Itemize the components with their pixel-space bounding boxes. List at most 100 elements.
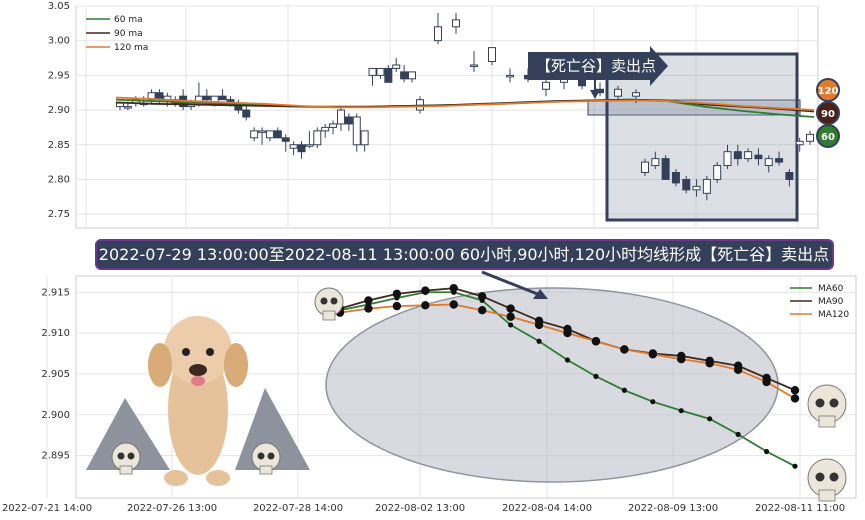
bottom-x-tick-label: 2022-08-11 11:00 — [755, 503, 845, 514]
bottom-ma60-point — [621, 387, 627, 393]
bottom-ma120-point — [705, 359, 714, 368]
legend-b-ma60-label: MA60 — [818, 284, 844, 294]
legend-b-ma90-label: MA90 — [818, 297, 844, 307]
bottom-ma60-point — [792, 463, 798, 469]
candle-body — [651, 158, 660, 167]
candle-body — [123, 106, 132, 109]
candle-body — [384, 67, 393, 83]
sell-point-annotation: 【死亡谷】卖出点 — [528, 46, 668, 99]
bottom-ma60-point — [650, 399, 656, 405]
top-y-tick-label: 3.05 — [48, 1, 70, 12]
skull-start-icon — [314, 287, 344, 321]
candle-body — [273, 130, 282, 139]
skull-end-lower-icon — [807, 458, 847, 502]
poodle-illustration — [86, 316, 310, 486]
bottom-y-tick-label: 2.910 — [41, 328, 70, 339]
bottom-ma120-point — [421, 301, 430, 310]
banner-title: 2022-07-29 13:00:00至2022-08-11 13:00:00 … — [99, 245, 829, 264]
candle-body — [313, 130, 322, 146]
candle-body — [806, 133, 814, 142]
bottom-ma90-point — [421, 286, 430, 295]
bottom-ma120-point — [591, 337, 601, 346]
annotation-arrow-shape — [528, 46, 668, 86]
bottom-ma90-point — [392, 289, 402, 299]
candle-body — [289, 144, 298, 149]
candle-body — [452, 19, 460, 28]
candle-body — [713, 165, 722, 180]
candle-body — [116, 102, 124, 108]
highlight-ellipse — [325, 287, 779, 483]
candle-body — [614, 88, 622, 97]
candle-body — [641, 161, 649, 173]
bottom-y-tick-label: 2.895 — [41, 451, 70, 462]
annotation-pointer-head — [590, 90, 600, 99]
bottom-ma90-point — [364, 296, 373, 305]
title-banner: 2022-07-29 13:00:00至2022-08-11 13:00:00 … — [95, 239, 834, 270]
top-ma-lines — [115, 96, 815, 118]
candle-body — [336, 109, 345, 125]
candle-body — [744, 151, 753, 160]
bottom-ma120-point — [477, 306, 487, 315]
top-panel: 3.05 3.00 2.95 2.90 2.85 2.80 2.75 60 ma 90 ma… — [48, 1, 840, 229]
bottom-x-tick-label: 2022-07-21 14:00 — [2, 503, 92, 514]
candle-body — [795, 140, 804, 146]
badge-90-label: 90 — [821, 109, 835, 120]
top-ma-120-line — [115, 96, 815, 111]
top-y-tick-label: 2.80 — [48, 174, 70, 185]
bottom-ma120-point — [733, 365, 743, 375]
top-y-tick-label: 2.95 — [48, 70, 70, 81]
top-y-tick-label: 2.85 — [48, 140, 70, 151]
top-plot-area — [75, 5, 819, 229]
poodle-tongue-icon — [191, 376, 205, 386]
legend-b-ma120-label: MA120 — [818, 310, 849, 320]
candle-body — [218, 95, 227, 101]
bottom-ma120-point — [563, 328, 572, 338]
candle-body — [682, 178, 691, 191]
candle-body — [632, 92, 640, 97]
candle-body — [400, 71, 409, 80]
candle-body — [321, 126, 330, 132]
bottom-ma120-point — [364, 304, 373, 313]
bottom-ma90-point — [449, 283, 458, 293]
candle-body — [754, 154, 763, 160]
skull-end-upper-icon — [807, 384, 847, 428]
bottom-ma90-point — [790, 386, 800, 395]
poodle-paw-left-icon — [164, 470, 188, 486]
bottom-ma120-point — [762, 377, 771, 387]
bottom-ma60-point — [536, 338, 542, 344]
poodle-eye-right-icon — [206, 348, 214, 356]
top-y-ticks: 3.05 3.00 2.95 2.90 2.85 2.80 2.75 — [48, 1, 70, 220]
bottom-ma120-point — [534, 320, 544, 330]
badge-60 — [816, 124, 840, 148]
candle-body — [360, 130, 369, 146]
poodle-left-ear-icon — [148, 343, 172, 387]
left-mountain-icon — [86, 398, 170, 470]
bottom-y-tick-label: 2.905 — [41, 369, 70, 380]
skull-bottom-right-icon — [251, 442, 281, 475]
bottom-legend: MA60 MA90 MA120 — [790, 284, 849, 320]
banner-pointer-head — [533, 289, 548, 299]
bottom-y-tick-label: 2.900 — [41, 410, 70, 421]
bottom-y-tick-label: 2.915 — [41, 287, 70, 298]
candle-body — [376, 67, 385, 76]
bottom-x-tick-label: 2022-07-28 14:00 — [253, 503, 343, 514]
candle-body — [202, 95, 211, 101]
death-valley-box — [605, 52, 799, 222]
bottom-ma120-point — [392, 301, 402, 311]
bottom-ma90-point — [506, 304, 515, 313]
bottom-ma60-point — [508, 322, 514, 328]
bottom-ma120-point — [648, 350, 658, 359]
candle-body — [392, 64, 401, 69]
top-legend: 60 ma 90 ma 120 ma — [86, 15, 148, 53]
banner-pointer-line — [481, 270, 546, 299]
candle-body — [352, 116, 361, 146]
poodle-nose-icon — [189, 364, 207, 376]
candle-body — [723, 151, 732, 167]
bottom-ma60-point — [678, 408, 684, 414]
badge-60-label: 60 — [821, 132, 835, 143]
candle-body — [764, 158, 773, 167]
bottom-ma60-point — [593, 373, 599, 379]
candle-body — [692, 185, 701, 191]
bottom-ma60-point — [564, 357, 571, 363]
annotation-label: 【死亡谷】卖出点 — [536, 57, 656, 75]
